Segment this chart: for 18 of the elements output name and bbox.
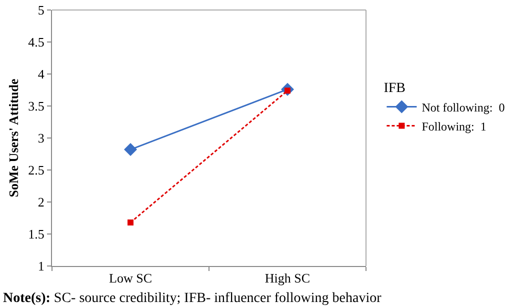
y-tick-label: 3.5 [28, 98, 44, 114]
y-tick-label: 4 [38, 66, 45, 82]
x-tick-label: Low SC [109, 270, 152, 286]
y-tick-label: 2.5 [28, 162, 44, 178]
y-tick-label: 3 [38, 130, 44, 146]
text: Note(s): SC- source credibility; IFB- influencer following behavior [3, 291, 382, 306]
x-tick-label: High SC [264, 270, 310, 286]
point [124, 143, 137, 156]
y-tick-label: 5 [38, 2, 44, 18]
y-axis-title: SoMe Users' Attitude [6, 78, 22, 198]
y-tick-label: 2 [38, 194, 44, 210]
legend-label: Not following: 0 [422, 100, 505, 114]
legend-label: Following: 1 [422, 119, 486, 134]
legend-title: IFB [384, 81, 406, 96]
point [128, 219, 134, 226]
y-tick-label: 1.5 [28, 226, 44, 242]
y-tick-label: 1 [38, 258, 44, 274]
y-tick-label: 4.5 [28, 34, 44, 50]
